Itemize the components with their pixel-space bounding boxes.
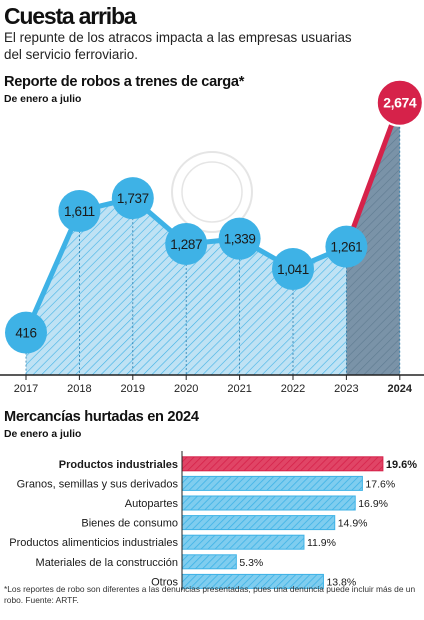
- dek: El repunte de los atracos impacta a las …: [4, 30, 352, 62]
- value-label: 17.6%: [365, 478, 395, 490]
- x-tick-label: 2018: [67, 383, 91, 395]
- watermark-emblem: [171, 151, 253, 233]
- value-label: 16.9%: [358, 498, 388, 510]
- x-tick-label: 2023: [334, 383, 358, 395]
- value-label: 14.9%: [338, 518, 368, 530]
- line-chart-title: Reporte de robos a trenes de carga*: [4, 74, 245, 90]
- area-fill-highlight: [346, 102, 400, 375]
- value-label: 5.3%: [239, 557, 263, 569]
- category-label: Autopartes: [125, 498, 179, 510]
- category-label: Granos, semillas y sus derivados: [17, 478, 179, 490]
- data-point: [165, 222, 208, 265]
- bar: [181, 515, 336, 531]
- area-fill: [26, 198, 347, 375]
- data-point: [218, 217, 261, 260]
- data-point-highlight: [375, 78, 424, 127]
- bar: [181, 475, 363, 491]
- data-label: 1,287: [170, 237, 202, 252]
- bar: [181, 456, 384, 472]
- x-tick-label: 2022: [281, 383, 305, 395]
- data-point: [325, 225, 368, 268]
- data-label: 1,737: [117, 191, 149, 206]
- x-tick-label: 2021: [227, 383, 251, 395]
- robbery-area-chart: 2017 416 2018 1,611 2019 1,737 2020 1,287 2021 1,…: [0, 78, 424, 395]
- x-tick-label: 2019: [121, 383, 145, 395]
- category-label: Bienes de consumo: [81, 518, 178, 530]
- data-label: 416: [15, 326, 36, 341]
- value-label: 11.9%: [307, 537, 336, 549]
- data-point: [58, 189, 101, 232]
- bar-chart-subtitle: De enero a julio: [4, 429, 82, 440]
- series-line-highlight: [343, 100, 403, 250]
- bar: [181, 534, 305, 550]
- data-label: 1,339: [224, 232, 256, 247]
- data-point: [111, 177, 154, 220]
- bar: [181, 554, 237, 570]
- bar: [181, 495, 356, 511]
- line-chart-subtitle: De enero a julio: [4, 94, 82, 105]
- data-label: 1,261: [331, 240, 363, 255]
- x-tick-label: 2017: [14, 383, 38, 395]
- data-point: [5, 311, 47, 354]
- category-label: Productos alimenticios industriales: [9, 537, 178, 549]
- category-label: Materiales de la construcción: [36, 557, 178, 569]
- headline: Cuesta arriba: [4, 3, 137, 29]
- x-tick-label: 2024: [388, 383, 413, 395]
- data-label: 1,611: [64, 204, 95, 219]
- footnote: *Los reportes de robo son diferentes a l…: [4, 584, 416, 605]
- category-label: Productos industriales: [59, 459, 178, 471]
- data-label: 2,674: [383, 95, 417, 111]
- bar-chart-title: Mercancías hurtadas en 2024: [4, 409, 199, 425]
- data-label: 1,041: [277, 262, 309, 277]
- x-tick-label: 2020: [174, 383, 198, 395]
- data-point: [272, 248, 314, 291]
- value-label: 19.6%: [386, 459, 417, 471]
